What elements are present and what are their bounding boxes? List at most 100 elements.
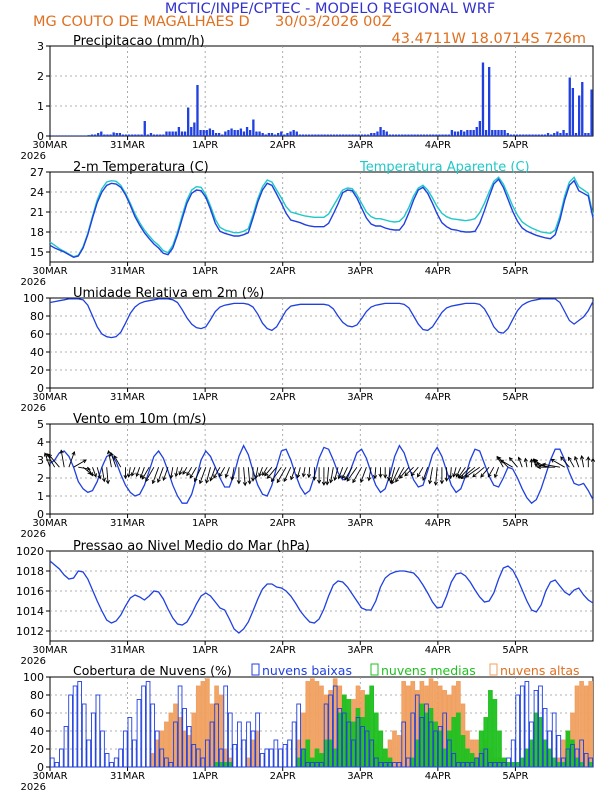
precip-bar <box>261 133 264 136</box>
wind-arrow-head <box>97 475 102 480</box>
cloud-low-bar <box>556 735 562 768</box>
precip-bar <box>292 130 295 136</box>
wind-arrow-head <box>410 471 415 477</box>
cloud-low-bar <box>465 762 470 768</box>
cloud-low-bar <box>547 730 553 768</box>
x-tick-label: 2APR <box>270 392 296 403</box>
wind-arrow-head <box>325 481 330 486</box>
cloud-mid-bar <box>519 757 525 768</box>
cloud-low-bar <box>346 721 352 768</box>
panel-title: 2-m Temperatura (C) <box>73 160 209 175</box>
wind-arrow-shaft <box>231 467 235 481</box>
precip-bar <box>218 133 221 136</box>
wind-arrow-shaft <box>422 467 429 481</box>
precip-bar <box>407 134 410 136</box>
precip-bar <box>270 133 274 136</box>
precip-bar <box>394 134 398 136</box>
wind-arrow-shaft <box>487 466 495 478</box>
y-tick-label: 60 <box>30 328 44 341</box>
cloud-low-bar <box>533 690 539 768</box>
cloud-low-bar <box>305 762 311 768</box>
cloud-mid-bar <box>547 748 553 768</box>
wind-arrow-head <box>123 474 128 480</box>
wind-arrow-head <box>156 478 161 484</box>
cloud-low-bar <box>469 762 475 768</box>
wind-arrow-head <box>337 475 342 480</box>
cloud-low-bar <box>164 757 169 768</box>
precip-bar <box>205 130 208 136</box>
wind-arrow-head <box>283 477 288 483</box>
wind-arrow-head <box>574 455 578 461</box>
wind-arrow-head <box>205 479 210 484</box>
y-tick-label: 18 <box>30 226 44 239</box>
precip-bar <box>314 134 317 136</box>
legend-low: nuvens baixas <box>262 663 352 678</box>
wind-arrow-head <box>372 474 378 480</box>
wind-speed-line <box>49 444 594 505</box>
cloud-low-bar <box>91 712 96 768</box>
y-tick-label: 2 <box>37 70 44 83</box>
wind-arrow-shaft <box>113 455 122 468</box>
cloud-mid-bar <box>474 757 480 768</box>
precip-bar <box>410 134 413 136</box>
cloud-low-bar <box>510 739 516 768</box>
cloud-low-bar <box>77 681 83 768</box>
legend-high-swatch <box>489 663 498 676</box>
y-tick-label: 60 <box>30 707 44 720</box>
wind-arrow-head <box>534 462 539 468</box>
wind-arrow-head <box>135 472 140 477</box>
x-tick-label: 31MAR <box>110 518 145 529</box>
cloud-mid-bar <box>328 739 333 768</box>
precip-bar <box>81 135 84 136</box>
precip-bar <box>146 134 150 136</box>
wind-arrow-head <box>590 457 596 462</box>
precip-bar <box>242 131 246 136</box>
wind-arrow-head <box>174 472 179 478</box>
precip-bar <box>537 134 540 136</box>
cloud-low-bar <box>255 712 260 768</box>
cloud-mid-bar <box>424 712 429 768</box>
wind-arrow-shaft <box>388 467 391 481</box>
cloud-low-bar <box>259 753 265 768</box>
precip-bar <box>112 132 115 136</box>
cloud-low-bar <box>419 717 425 768</box>
y-tick-label: 1 <box>37 100 44 113</box>
x-tick-label: 30MAR <box>32 266 67 277</box>
wind-arrow-shaft <box>209 467 216 481</box>
wind-arrow-head <box>151 479 156 485</box>
wind-arrow-head <box>186 471 191 477</box>
wind-arrow-head <box>536 465 542 470</box>
cloud-low-bar <box>561 757 566 768</box>
precip-bar <box>453 131 457 136</box>
y-tick-label: 4 <box>37 436 44 449</box>
cloud-high-bar <box>209 703 215 768</box>
cloud-low-bar <box>341 712 347 768</box>
y-tick-label: 1020 <box>16 545 44 558</box>
wind-arrow-shaft <box>189 466 197 479</box>
cloud-low-bar <box>446 739 452 768</box>
cloud-low-bar <box>223 685 229 768</box>
wind-arrow-shaft <box>68 451 75 468</box>
precip-bar <box>562 130 565 136</box>
precip-bar <box>425 134 429 136</box>
wind-arrow-shaft <box>276 466 287 483</box>
precip-bar <box>56 135 60 136</box>
cloud-low-bar <box>296 703 302 768</box>
wind-arrow-shaft <box>458 466 471 479</box>
wind-arrow-head <box>162 476 167 481</box>
wind-arrow-shaft <box>302 467 306 477</box>
wind-arrow-head <box>71 451 76 456</box>
precip-bar <box>497 130 500 136</box>
wind-arrow-shaft <box>213 466 221 479</box>
wind-arrow-shaft <box>218 466 226 477</box>
y-tick-label: 100 <box>23 671 44 684</box>
wind-arrow-head <box>383 474 388 479</box>
x-tick-label: 3APR <box>347 140 373 151</box>
cloud-low-bar <box>519 685 525 768</box>
panel-wind: 0 1 2 3 4 5 30MAR 31MAR 1APR 2APR 3APR 4APR 5APR 2026… <box>21 412 596 540</box>
wind-arrow-shaft <box>175 467 178 477</box>
cloud-low-bar <box>396 762 402 768</box>
precip-bar <box>221 134 224 136</box>
cloud-low-bar <box>478 753 484 768</box>
cloud-low-bar <box>81 703 87 768</box>
